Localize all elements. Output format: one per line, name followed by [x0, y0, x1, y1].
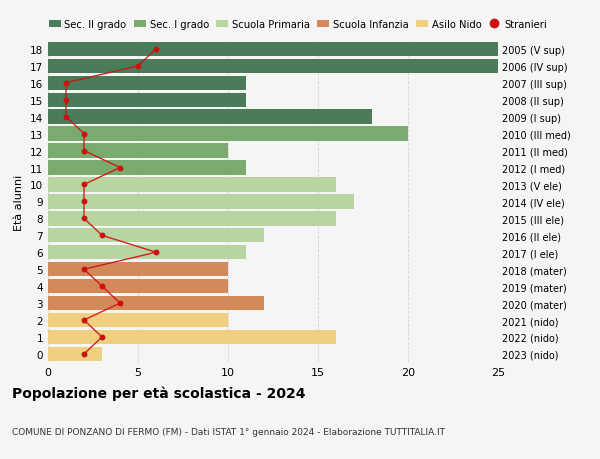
Point [79, 181, 89, 189]
Bar [48, 263, 228, 277]
Bar [48, 127, 408, 141]
Bar [48, 144, 228, 158]
Point [79, 147, 89, 155]
Bar [48, 212, 336, 226]
Bar [48, 93, 246, 108]
Bar [48, 76, 246, 91]
Bar [48, 43, 498, 57]
Bar [48, 313, 228, 328]
Bar [48, 161, 246, 175]
Point [115, 164, 125, 172]
Legend: Sec. II grado, Sec. I grado, Scuola Primaria, Scuola Infanzia, Asilo Nido, Stran: Sec. II grado, Sec. I grado, Scuola Prim… [49, 20, 547, 30]
Point [79, 266, 89, 273]
Point [79, 198, 89, 206]
Bar [48, 296, 264, 311]
Point [97, 232, 107, 240]
Point [151, 46, 161, 53]
Point [97, 283, 107, 290]
Bar [48, 280, 228, 294]
Point [79, 215, 89, 223]
Bar [48, 195, 354, 209]
Bar [48, 347, 102, 361]
Bar [48, 60, 498, 74]
Y-axis label: Età alunni: Età alunni [14, 174, 25, 230]
Point [79, 317, 89, 324]
Point [151, 249, 161, 257]
Point [79, 131, 89, 138]
Point [97, 334, 107, 341]
Point [61, 114, 71, 121]
Point [133, 63, 143, 70]
Bar [48, 246, 246, 260]
Point [61, 80, 71, 87]
Bar [48, 330, 336, 344]
Point [115, 300, 125, 307]
Bar [48, 229, 264, 243]
Bar [48, 110, 372, 124]
Bar [48, 178, 336, 192]
Point [79, 351, 89, 358]
Text: Popolazione per età scolastica - 2024: Popolazione per età scolastica - 2024 [12, 386, 305, 400]
Text: COMUNE DI PONZANO DI FERMO (FM) - Dati ISTAT 1° gennaio 2024 - Elaborazione TUTT: COMUNE DI PONZANO DI FERMO (FM) - Dati I… [12, 427, 445, 436]
Point [61, 97, 71, 104]
